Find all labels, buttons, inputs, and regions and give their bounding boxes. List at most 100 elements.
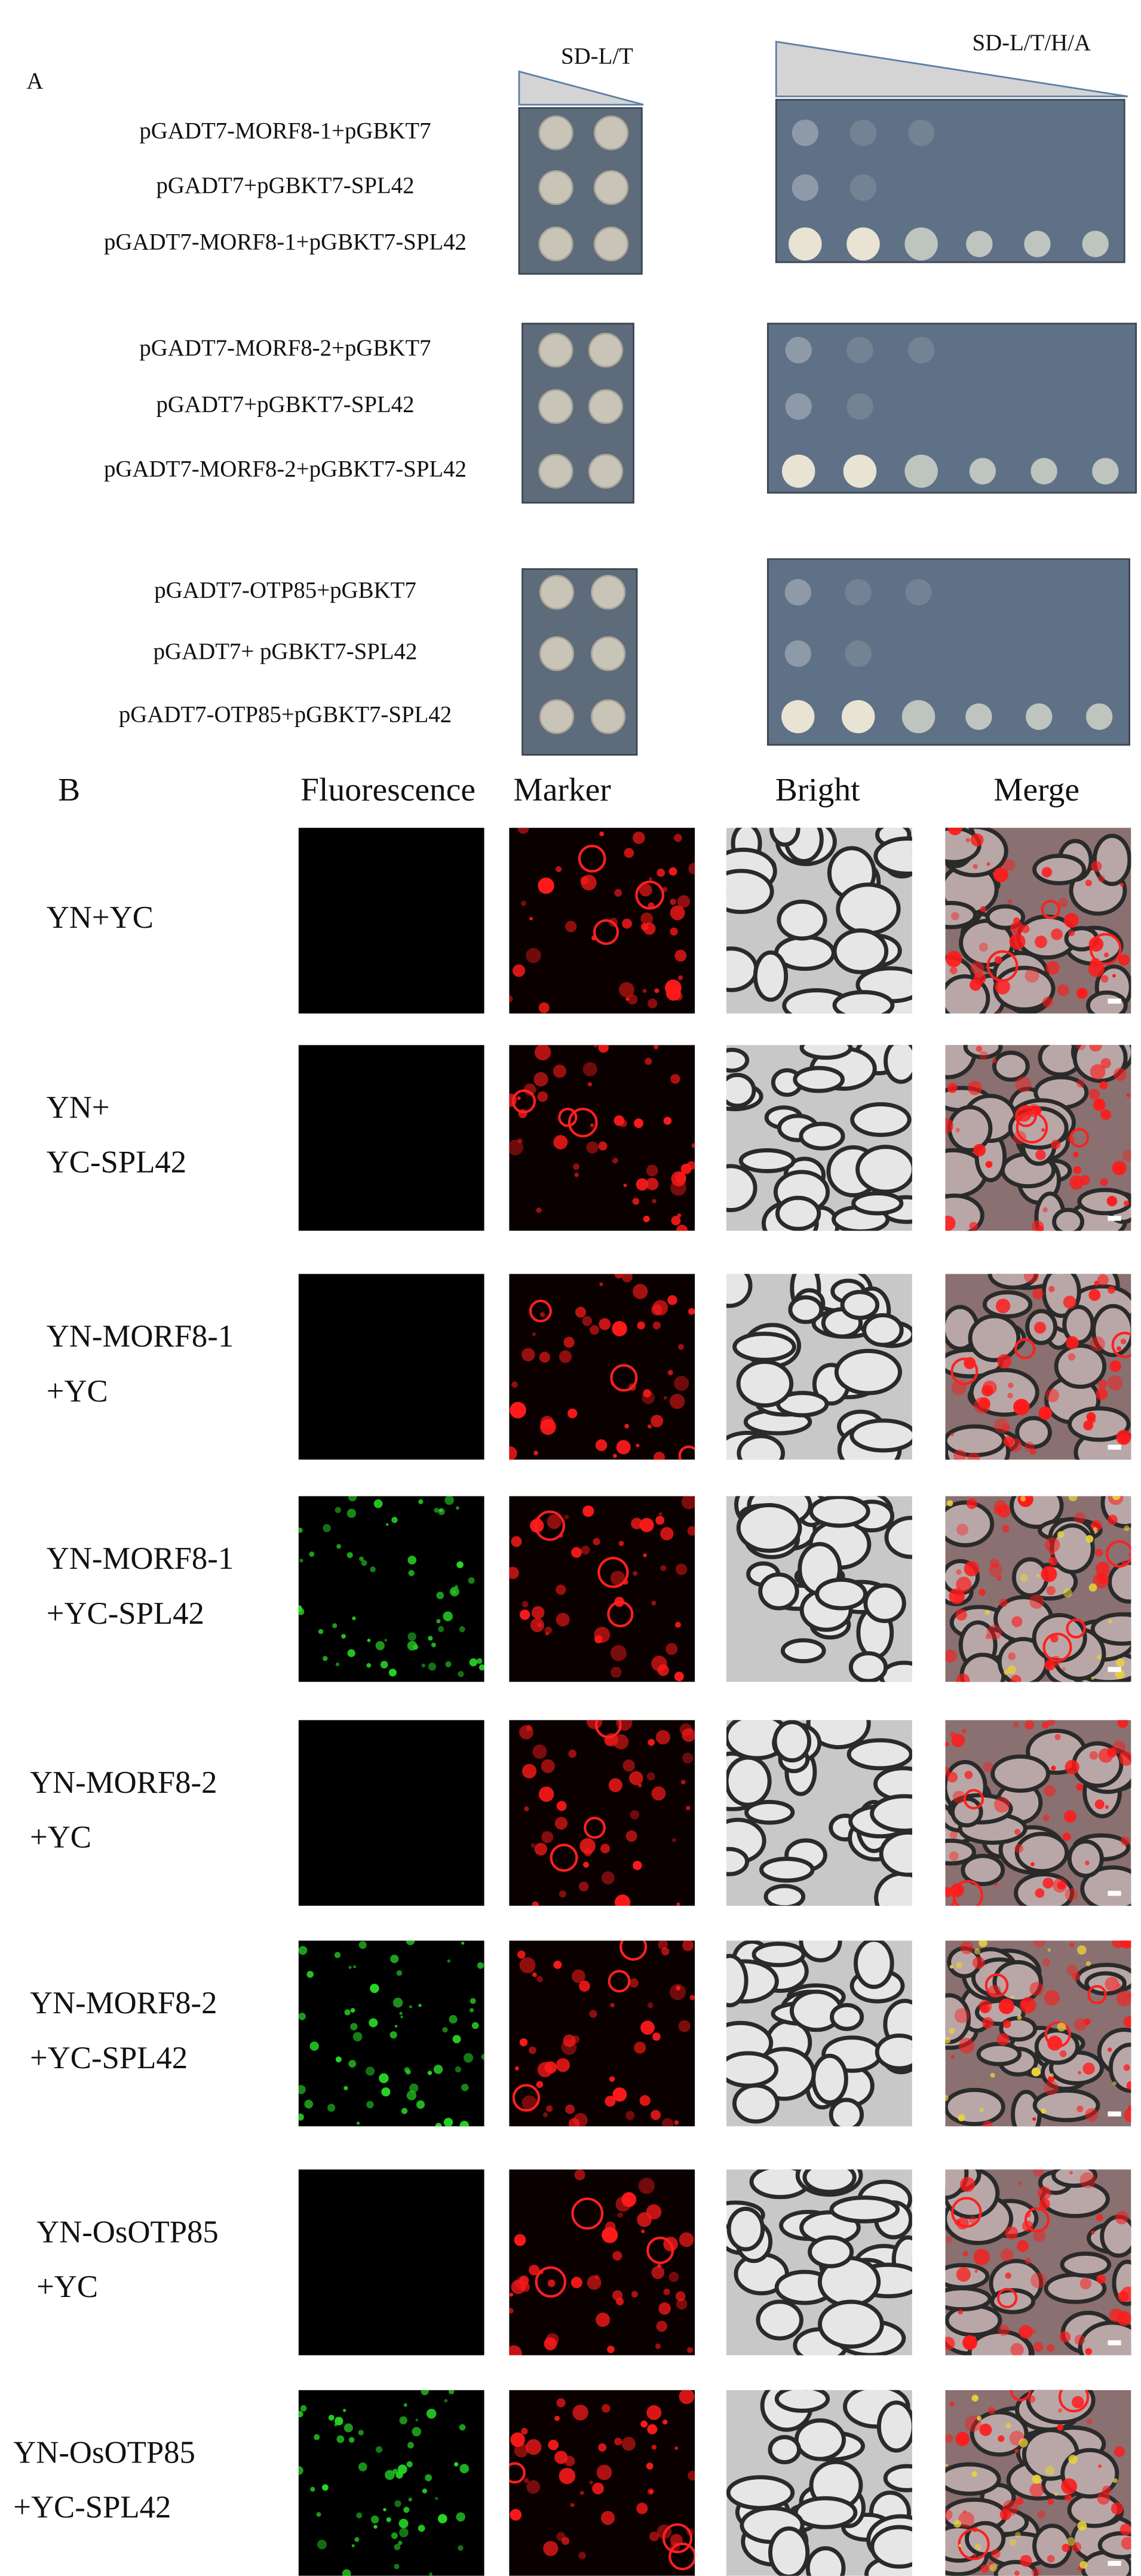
signal — [582, 1862, 590, 1868]
signal — [1078, 2071, 1082, 2075]
cell — [726, 1274, 753, 1308]
signal — [654, 1452, 665, 1460]
signal — [681, 1496, 695, 1510]
ring — [1024, 2207, 1050, 2232]
signal — [1112, 2081, 1117, 2086]
signal — [407, 1640, 418, 1651]
cell — [726, 1755, 772, 1807]
row-label: pGADT7-MORF8-1+pGBKT7 — [139, 118, 431, 143]
signal — [651, 1600, 657, 1606]
signal — [665, 1643, 678, 1655]
signal — [509, 995, 513, 1002]
signal — [1029, 1448, 1036, 1455]
signal — [674, 2446, 679, 2451]
signal — [318, 1629, 324, 1634]
signal — [1044, 1537, 1060, 1553]
signal — [979, 1940, 987, 1948]
signal — [679, 2390, 695, 2405]
signal — [1050, 1634, 1059, 1643]
signal — [401, 2108, 408, 2114]
cell — [945, 2286, 992, 2311]
column-header: Fluorescence — [300, 772, 476, 808]
signal — [298, 2411, 303, 2418]
signal — [444, 2399, 448, 2403]
signal — [670, 927, 678, 936]
signal — [1047, 2498, 1054, 2505]
signal — [640, 2020, 655, 2035]
ring — [1087, 1985, 1107, 2005]
signal — [456, 1561, 464, 1568]
signal — [614, 889, 622, 897]
micrograph — [509, 2169, 695, 2356]
signal — [1074, 2334, 1085, 2345]
ring — [1058, 2390, 1090, 2413]
signal — [986, 862, 990, 866]
signal — [663, 1396, 667, 1400]
signal — [945, 950, 962, 967]
signal — [1033, 2342, 1044, 2352]
cell — [1078, 2320, 1131, 2356]
signal — [1093, 1098, 1106, 1111]
signal — [1108, 2047, 1112, 2052]
signal — [356, 2121, 360, 2125]
signal — [995, 979, 1010, 995]
signal — [1094, 1280, 1100, 1286]
signal — [464, 2053, 474, 2063]
micrograph — [726, 2390, 912, 2576]
signal — [979, 1588, 986, 1596]
signal — [612, 1453, 617, 1458]
signal — [563, 2034, 576, 2047]
signal — [541, 1759, 555, 1774]
signal — [668, 867, 677, 876]
signal — [1013, 917, 1020, 924]
signal — [609, 2076, 615, 2082]
signal — [534, 1045, 551, 1061]
signal — [438, 1626, 444, 1633]
cell — [799, 1045, 853, 1060]
signal — [949, 2028, 955, 2034]
signal — [1073, 1512, 1085, 1524]
signal — [1014, 1829, 1021, 1835]
signal — [979, 2423, 992, 2436]
colony — [841, 700, 875, 734]
signal — [523, 2478, 529, 2483]
row-label: YN-MORF8-1 — [47, 1319, 234, 1354]
ring — [952, 1880, 983, 1906]
signal — [967, 1452, 980, 1460]
signal — [1086, 1412, 1096, 1422]
signal — [403, 2507, 410, 2513]
signal — [997, 1010, 1001, 1014]
signal — [1063, 913, 1079, 928]
signal — [945, 2508, 953, 2521]
signal — [461, 1942, 465, 1945]
signal — [980, 906, 986, 912]
scale-bar — [1108, 1667, 1121, 1672]
signal — [667, 1295, 677, 1305]
micrograph — [298, 1496, 484, 1682]
signal — [594, 1627, 611, 1643]
signal — [682, 1728, 695, 1742]
signal — [956, 1523, 969, 1536]
signal — [1093, 1527, 1097, 1532]
signal — [553, 1960, 562, 1969]
scale-bar — [1108, 1445, 1121, 1450]
signal — [1033, 2229, 1046, 2242]
dilution-wedge — [518, 70, 644, 106]
signal — [1057, 984, 1069, 996]
signal — [1091, 2230, 1095, 2234]
colony — [593, 226, 629, 262]
signal — [351, 2544, 355, 2547]
cell — [945, 1424, 1007, 1458]
signal — [966, 1498, 977, 1510]
signal — [336, 2435, 345, 2443]
signal — [655, 2343, 661, 2350]
signal — [531, 1606, 545, 1620]
signal — [341, 1634, 346, 1639]
signal — [639, 883, 652, 897]
signal — [1108, 1619, 1112, 1624]
colony — [965, 703, 992, 730]
signal — [947, 1771, 958, 1783]
signal — [348, 2060, 357, 2068]
colony — [588, 332, 624, 368]
